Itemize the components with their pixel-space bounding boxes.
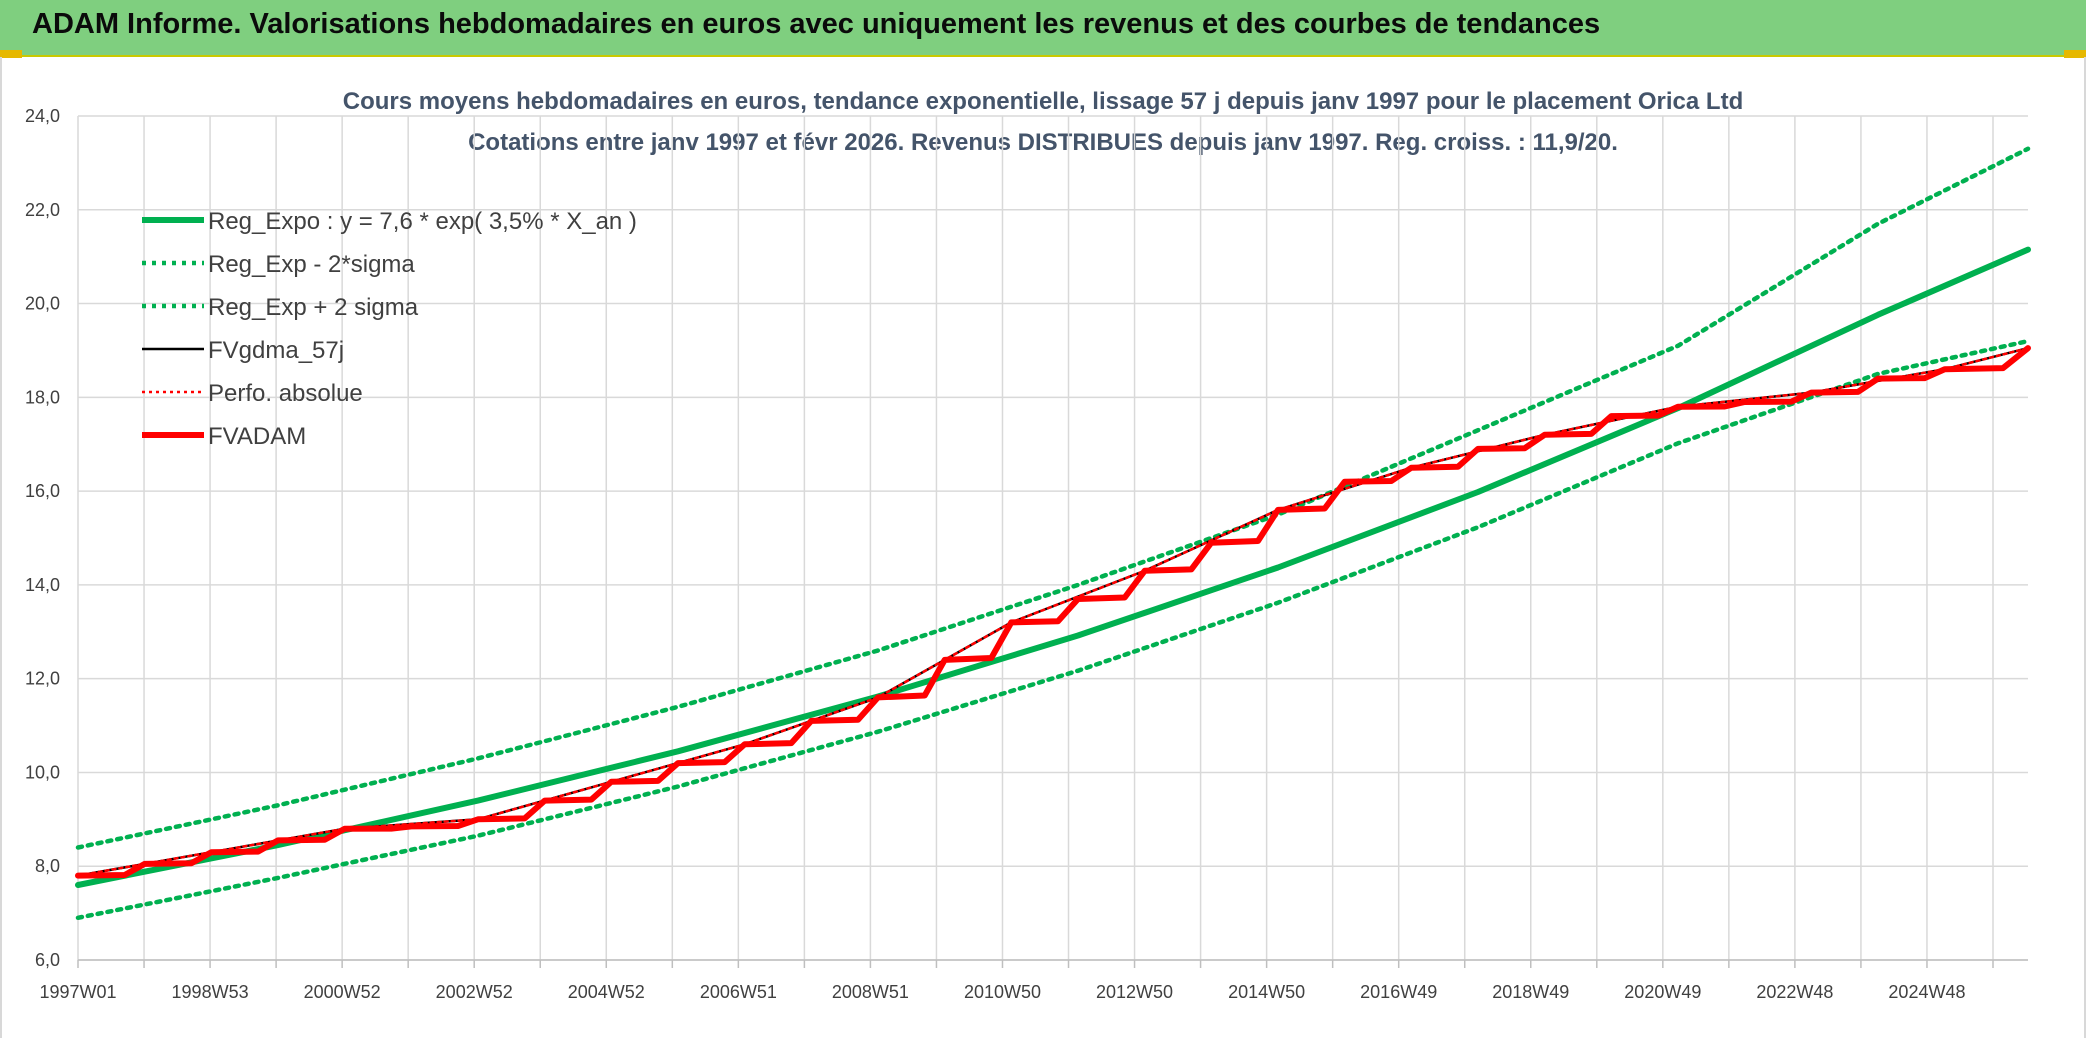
- series-line-0: [75, 246, 2031, 888]
- x-tick-label: 2012W50: [1096, 982, 1173, 1002]
- x-tick-label: 2024W48: [1888, 982, 1965, 1002]
- y-tick-label: 20,0: [25, 294, 60, 314]
- y-tick-label: 8,0: [35, 856, 60, 876]
- legend-label: Reg_Exp - 2*sigma: [208, 251, 415, 278]
- x-tick-label: 1998W53: [172, 982, 249, 1002]
- legend-label: Perfo. absolue: [208, 380, 363, 407]
- x-tick-label: 2016W49: [1360, 982, 1437, 1002]
- x-tick-label: 2010W50: [964, 982, 1041, 1002]
- chart-title: Cours moyens hebdomadaires en euros, ten…: [343, 88, 1743, 115]
- x-tick-label: 2004W52: [568, 982, 645, 1002]
- report-header: ADAM Informe. Valorisations hebdomadaire…: [0, 0, 2086, 57]
- series-line-5: [75, 345, 2031, 879]
- series-group: [75, 146, 2031, 921]
- legend-label: FVgdma_57j: [208, 337, 344, 364]
- x-tick-label: 1997W01: [39, 982, 116, 1002]
- series-line-3: [76, 346, 2030, 877]
- x-tick-label: 2018W49: [1492, 982, 1569, 1002]
- chart-frame: [0, 57, 2086, 1038]
- report-title: ADAM Informe. Valorisations hebdomadaire…: [32, 8, 1601, 40]
- legend: Reg_Expo : y = 7,6 * exp( 3,5% * X_an ) R…: [142, 208, 637, 450]
- y-tick-label: 10,0: [25, 762, 60, 782]
- x-tick-label: 2002W52: [436, 982, 513, 1002]
- legend-label: FVADAM: [208, 423, 306, 450]
- x-tick-label: 2020W49: [1624, 982, 1701, 1002]
- y-tick-label: 18,0: [25, 387, 60, 407]
- x-tick-label: 2022W48: [1756, 982, 1833, 1002]
- series-line-1: [75, 338, 2031, 921]
- y-tick-label: 22,0: [25, 200, 60, 220]
- x-tick-label: 2006W51: [700, 982, 777, 1002]
- x-tick-label: 2008W51: [832, 982, 909, 1002]
- chart-subtitle: Cotations entre janv 1997 et févr 2026. …: [468, 129, 1618, 156]
- x-tick-label: 2000W52: [304, 982, 381, 1002]
- corner-mark-right: [2064, 50, 2086, 58]
- corner-mark-left: [0, 50, 22, 58]
- grid: [77, 115, 2028, 961]
- y-tick-label: 6,0: [35, 950, 60, 970]
- y-tick-label: 12,0: [25, 669, 60, 689]
- y-tick-label: 16,0: [25, 481, 60, 501]
- axes: 24,0 22,0 20,0 18,0 16,0 14,0 12,0 10,0 8,0 6,0 19…: [25, 106, 2028, 1002]
- series-line-4: [76, 346, 2030, 877]
- legend-label: Reg_Exp + 2 sigma: [208, 294, 419, 321]
- y-tick-label: 14,0: [25, 575, 60, 595]
- x-tick-label: 2014W50: [1228, 982, 1305, 1002]
- legend-label: Reg_Expo : y = 7,6 * exp( 3,5% * X_an ): [208, 208, 637, 235]
- y-tick-label: 24,0: [25, 106, 60, 126]
- series-line-2: [75, 146, 2031, 850]
